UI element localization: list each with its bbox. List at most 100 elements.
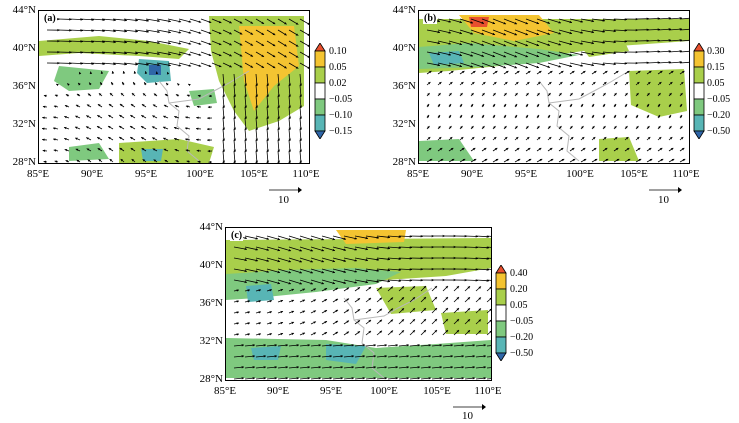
wind-vector-head (108, 115, 111, 118)
wind-vector-head (318, 343, 321, 347)
wind-vector-head (250, 54, 254, 57)
wind-vector-head (384, 354, 387, 358)
panel-c-lat-28: 28°N (199, 373, 223, 385)
wind-vector-head (591, 19, 594, 23)
wind-vector-head (646, 104, 650, 107)
wind-vector-head (269, 311, 272, 314)
wind-vector-head (624, 115, 628, 118)
wind-vector-head (526, 126, 529, 129)
wind-vector (470, 40, 485, 46)
wind-vector-head (130, 115, 133, 118)
panel-b-lon-110: 110°E (672, 168, 700, 180)
wind-vector-head (461, 354, 464, 358)
wind-vector-head (558, 32, 561, 35)
wind-vector-head (680, 137, 684, 140)
wind-vector-head (669, 93, 672, 96)
wind-vector-head (280, 288, 283, 292)
wind-vector-head (581, 82, 585, 85)
wind-vector-head (130, 137, 133, 140)
wind-vector-head (525, 115, 529, 118)
wind-vector-head (648, 71, 652, 74)
wind-vector-head (472, 365, 475, 369)
wind-vector-head (280, 321, 283, 325)
wind-vector-head (570, 126, 573, 129)
wind-vector-head (373, 343, 376, 347)
wind-vector-head (258, 300, 261, 303)
wind-vector-head (284, 22, 287, 25)
wind-vector-head (558, 21, 561, 24)
wind-vector-head (255, 237, 258, 240)
wind-vector-head (255, 149, 259, 152)
wind-vector-head (288, 116, 292, 119)
wind-vector-head (592, 137, 596, 140)
wind-vector-head (460, 137, 464, 140)
wind-vector-head (130, 104, 134, 107)
wind-vector (101, 29, 116, 32)
wind-vector-head (354, 270, 357, 273)
wind-vector-head (236, 300, 239, 303)
wind-vector-head (626, 71, 630, 74)
wind-vector (679, 28, 689, 31)
wind-vector-head (536, 115, 540, 118)
wind-vector-head (174, 137, 177, 141)
wind-vector-head (401, 308, 404, 311)
wind-vector-head (280, 310, 283, 314)
wind-vector-head (124, 51, 127, 55)
wind-vector-head (445, 319, 448, 322)
wind-vector-head (365, 247, 368, 251)
wind-vector (486, 378, 491, 380)
wind-vector-head (450, 354, 453, 358)
wind-vector-head (340, 343, 343, 347)
wind-vector-head (130, 126, 133, 129)
panel-b-cb-label-6: −0.50 (707, 126, 731, 137)
wind-vector-head (277, 237, 280, 241)
wind-vector-head (272, 43, 276, 47)
wind-vector-head (239, 21, 243, 24)
wind-vector-head (569, 64, 572, 68)
panel-b-cb-label-3: 0.05 (707, 78, 725, 89)
wind-vector-head (483, 343, 486, 347)
panel-a-lon-110: 110°E (292, 168, 320, 180)
panel-b-anomaly-shading (419, 15, 689, 161)
wind-vector-head (605, 159, 609, 162)
wind-vector-head (478, 319, 481, 322)
wind-vector-head (196, 116, 199, 120)
wind-vector-head (471, 93, 474, 96)
wind-vector-head (75, 126, 78, 129)
wind-vector-head (255, 160, 259, 163)
wind-vector-head (277, 138, 281, 141)
wind-vector-head (602, 30, 605, 33)
wind-vector-head (592, 82, 596, 85)
wind-vector-head (354, 281, 357, 284)
wind-vector-head (362, 343, 365, 347)
wind-vector-head (503, 54, 506, 58)
wind-vector-head (307, 22, 309, 25)
wind-vector-head (514, 55, 517, 58)
wind-vector-head (324, 299, 327, 302)
wind-vector-head (646, 115, 650, 118)
wind-vector-head (274, 343, 277, 347)
wind-vector-head (186, 94, 190, 97)
wind-vector-head (42, 127, 45, 131)
wind-vector-head (343, 248, 346, 251)
wind-vector-head (481, 21, 484, 24)
wind-vector (503, 51, 518, 58)
wind-vector-head (558, 43, 561, 46)
wind-vector-head (247, 333, 250, 336)
wind-vector-head (603, 93, 606, 96)
panel-c-field (226, 230, 491, 380)
wind-vector-head (602, 19, 605, 22)
panel-b-lat-44: 44°N (392, 4, 416, 16)
wind-vector-head (625, 137, 629, 140)
wind-vector-head (291, 310, 294, 314)
wind-vector-head (261, 65, 265, 68)
wind-vector-head (503, 43, 506, 47)
wind-vector-head (97, 115, 100, 118)
panel-b-label: (b) (423, 13, 438, 24)
wind-vector-head (208, 160, 211, 163)
wind-vector-head (266, 83, 270, 86)
wind-vector-head (168, 30, 171, 34)
wind-vector-head (680, 126, 683, 129)
wind-vector (486, 308, 491, 314)
wind-vector-head (467, 286, 470, 289)
